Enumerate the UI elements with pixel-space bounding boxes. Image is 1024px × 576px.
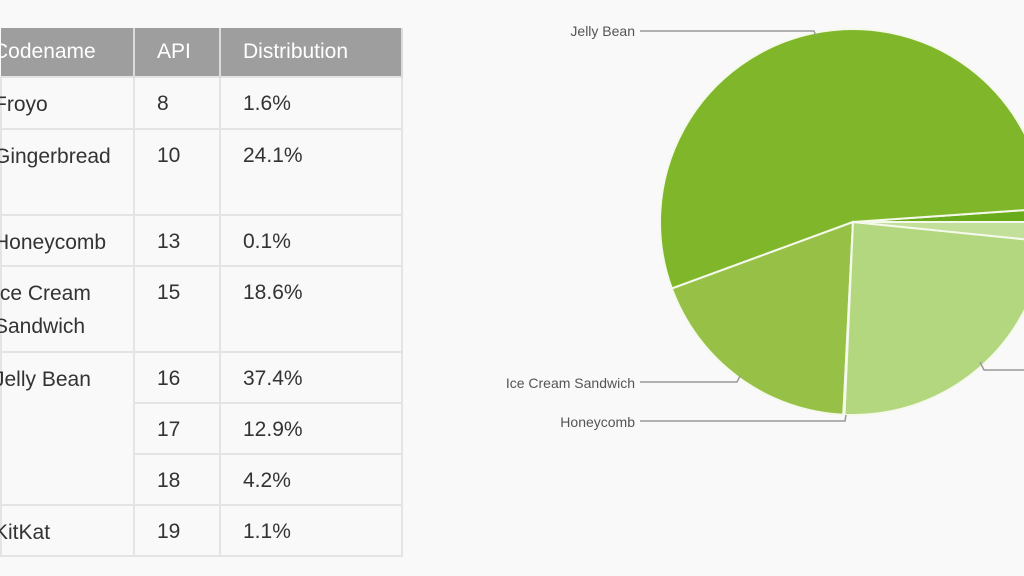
api-cell: 17 bbox=[133, 402, 221, 455]
table-row: Honeycomb 13 0.1% bbox=[0, 214, 403, 267]
distribution-cell: 1.6% bbox=[219, 76, 403, 130]
pie-slice-jelly-bean bbox=[659, 28, 1024, 290]
distribution-cell: 1.1% bbox=[219, 504, 403, 557]
label-honeycomb: Honeycomb bbox=[560, 414, 635, 430]
table-row: KitKat 19 1.1% bbox=[0, 504, 403, 557]
pie-slice-froyo bbox=[852, 221, 1024, 241]
api-cell: 16 bbox=[133, 351, 221, 404]
codename-cell: Gingerbread bbox=[0, 145, 111, 168]
pie-slice-kitkat bbox=[852, 209, 1024, 223]
distribution-cell: 37.4% bbox=[219, 351, 403, 404]
table-row: Jelly Bean 16 37.4% bbox=[0, 351, 403, 506]
leader-line-honeycomb bbox=[640, 414, 847, 422]
codename-cell: KitKat bbox=[0, 521, 51, 544]
codename-cell: Jelly Bean bbox=[0, 368, 91, 391]
codename-cell: Froyo bbox=[0, 93, 48, 116]
leader-line-gingerbread bbox=[979, 361, 1024, 371]
header-api: API bbox=[134, 28, 221, 77]
leader-line-jelly-bean bbox=[640, 30, 817, 37]
codename-cell: Ice Cream Sandwich bbox=[0, 282, 91, 338]
api-cell: 18 bbox=[133, 453, 221, 506]
api-cell: 13 bbox=[133, 214, 221, 267]
distribution-table: Codename API Distribution Froyo 8 1.6% G… bbox=[0, 28, 403, 557]
label-jelly-bean: Jelly Bean bbox=[570, 23, 635, 39]
table-row: 18 4.2% bbox=[1, 453, 403, 506]
distribution-cell: 12.9% bbox=[219, 402, 403, 455]
distribution-cell: 18.6% bbox=[219, 265, 403, 353]
table-row: Ice Cream Sandwich 15 18.6% bbox=[0, 265, 403, 353]
table-row: Froyo 8 1.6% bbox=[0, 76, 403, 130]
header-distribution: Distribution bbox=[220, 28, 403, 77]
table-header-row: Codename API Distribution bbox=[0, 28, 403, 77]
label-ice-cream-sandwich: Ice Cream Sandwich bbox=[506, 375, 635, 391]
table-row: 17 12.9% bbox=[1, 402, 403, 455]
api-cell: 10 bbox=[133, 128, 221, 216]
api-cell: 15 bbox=[133, 265, 221, 353]
distribution-cell: 4.2% bbox=[219, 453, 403, 506]
leader-line-ice-cream-sandwich bbox=[640, 375, 741, 383]
distribution-cell: 0.1% bbox=[219, 214, 403, 267]
api-cell: 8 bbox=[133, 76, 221, 130]
codename-cell: Honeycomb bbox=[0, 231, 107, 254]
distribution-cell: 24.1% bbox=[219, 128, 403, 216]
header-codename: Codename bbox=[0, 28, 135, 77]
api-cell: 19 bbox=[133, 504, 221, 557]
table-row: Gingerbread 10 24.1% bbox=[0, 128, 403, 216]
pie-slice-gingerbread bbox=[843, 220, 1024, 416]
